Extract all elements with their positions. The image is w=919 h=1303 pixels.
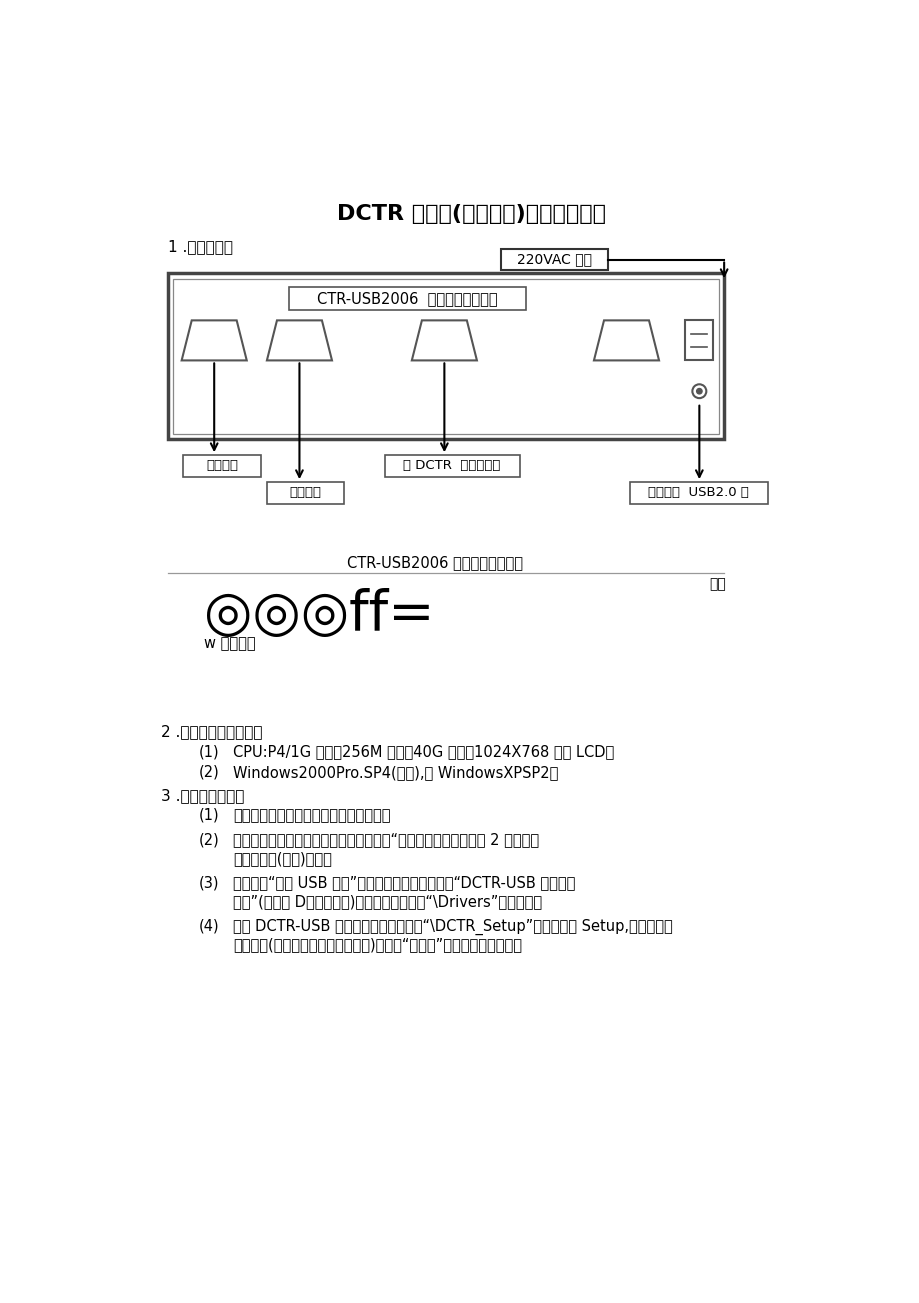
Text: (1): (1) [199,744,219,760]
Text: CTR-USB2006 数据采集器前面板: CTR-USB2006 数据采集器前面板 [347,555,523,571]
Text: CTR-USB2006  数据采集器后面板: CTR-USB2006 数据采集器后面板 [317,292,497,306]
Text: 系统提示“发现 USB 设备”，需安装驱动程序。插入“DCTR-USB 计时仪安: 系统提示“发现 USB 设备”，需安装驱动程序。插入“DCTR-USB 计时仪安 [233,876,574,890]
Bar [501,249,607,270]
Text: 修改参数(序列号为任意字母或数字)，只按“下一步”直到安装完成即可。: 修改参数(序列号为任意字母或数字)，只按“下一步”直到安装完成即可。 [233,937,521,952]
Text: 电源: 电源 [709,577,725,590]
Text: 1 .系统连接图: 1 .系统连接图 [167,240,233,254]
Text: (4): (4) [199,919,219,934]
Text: (3): (3) [199,876,219,890]
Text: CPU:P4/1G 以上，256M 内存，40G 硬盘，1024X768 彩色 LCD。: CPU:P4/1G 以上，256M 内存，40G 硬盘，1024X768 彩色 … [233,744,613,760]
Bar [289,287,525,310]
Text: 接传感器: 接传感器 [206,460,238,473]
Bar [267,482,344,504]
Text: 接采集器: 接采集器 [289,486,322,499]
Text: DCTR 计时仪(笔记本式)安装使用指南: DCTR 计时仪(笔记本式)安装使用指南 [336,205,606,224]
Bar [629,482,766,504]
Bar [684,321,712,361]
Circle shape [696,388,701,394]
Text: (1): (1) [199,808,219,822]
Text: 2 .笔记本电脑系统要求: 2 .笔记本电脑系统要求 [162,724,263,740]
Text: w 运行计时: w 运行计时 [204,636,255,652]
Bar [384,455,520,477]
Text: 安装 DCTR-USB 计时仪程序；运行光盘“\DCTR_Setup”子目录下的 Setup,安装时不用: 安装 DCTR-USB 计时仪程序；运行光盘“\DCTR_Setup”子目录下的… [233,919,672,934]
Text: 接 DCTR  数字摄像机: 接 DCTR 数字摄像机 [403,460,500,473]
Bar [183,455,260,477]
Text: (2): (2) [199,765,220,779]
Text: 接笔记本  USB2.0 口: 接笔记本 USB2.0 口 [647,486,748,499]
Bar [173,279,718,434]
Bar [167,274,723,439]
Text: 按上图连接系统各部件，并固定好插头。: 按上图连接系统各部件，并固定好插头。 [233,808,390,822]
Text: 笔记本电脑开机，系统启动结束后，打开“数据采集器电源，大约 2 秒钟后，: 笔记本电脑开机，系统启动结束后，打开“数据采集器电源，大约 2 秒钟后， [233,833,539,847]
Text: (2): (2) [199,833,220,847]
Text: 220VAC 输入: 220VAC 输入 [516,253,591,267]
Text: 运行指示灯(红色)闪动。: 运行指示灯(红色)闪动。 [233,851,332,866]
Text: 装盘”(在硬盘 D：中有备份)，驱动程序在光盘“\Drivers”子目录下。: 装盘”(在硬盘 D：中有备份)，驱动程序在光盘“\Drivers”子目录下。 [233,894,541,909]
Text: 3 .软件安装步骤：: 3 .软件安装步骤： [162,788,244,803]
Text: ◎◎◎ff=: ◎◎◎ff= [204,588,435,641]
Text: Windows2000Pro.SP4(推荐),或 WindowsXPSP2。: Windows2000Pro.SP4(推荐),或 WindowsXPSP2。 [233,765,558,779]
